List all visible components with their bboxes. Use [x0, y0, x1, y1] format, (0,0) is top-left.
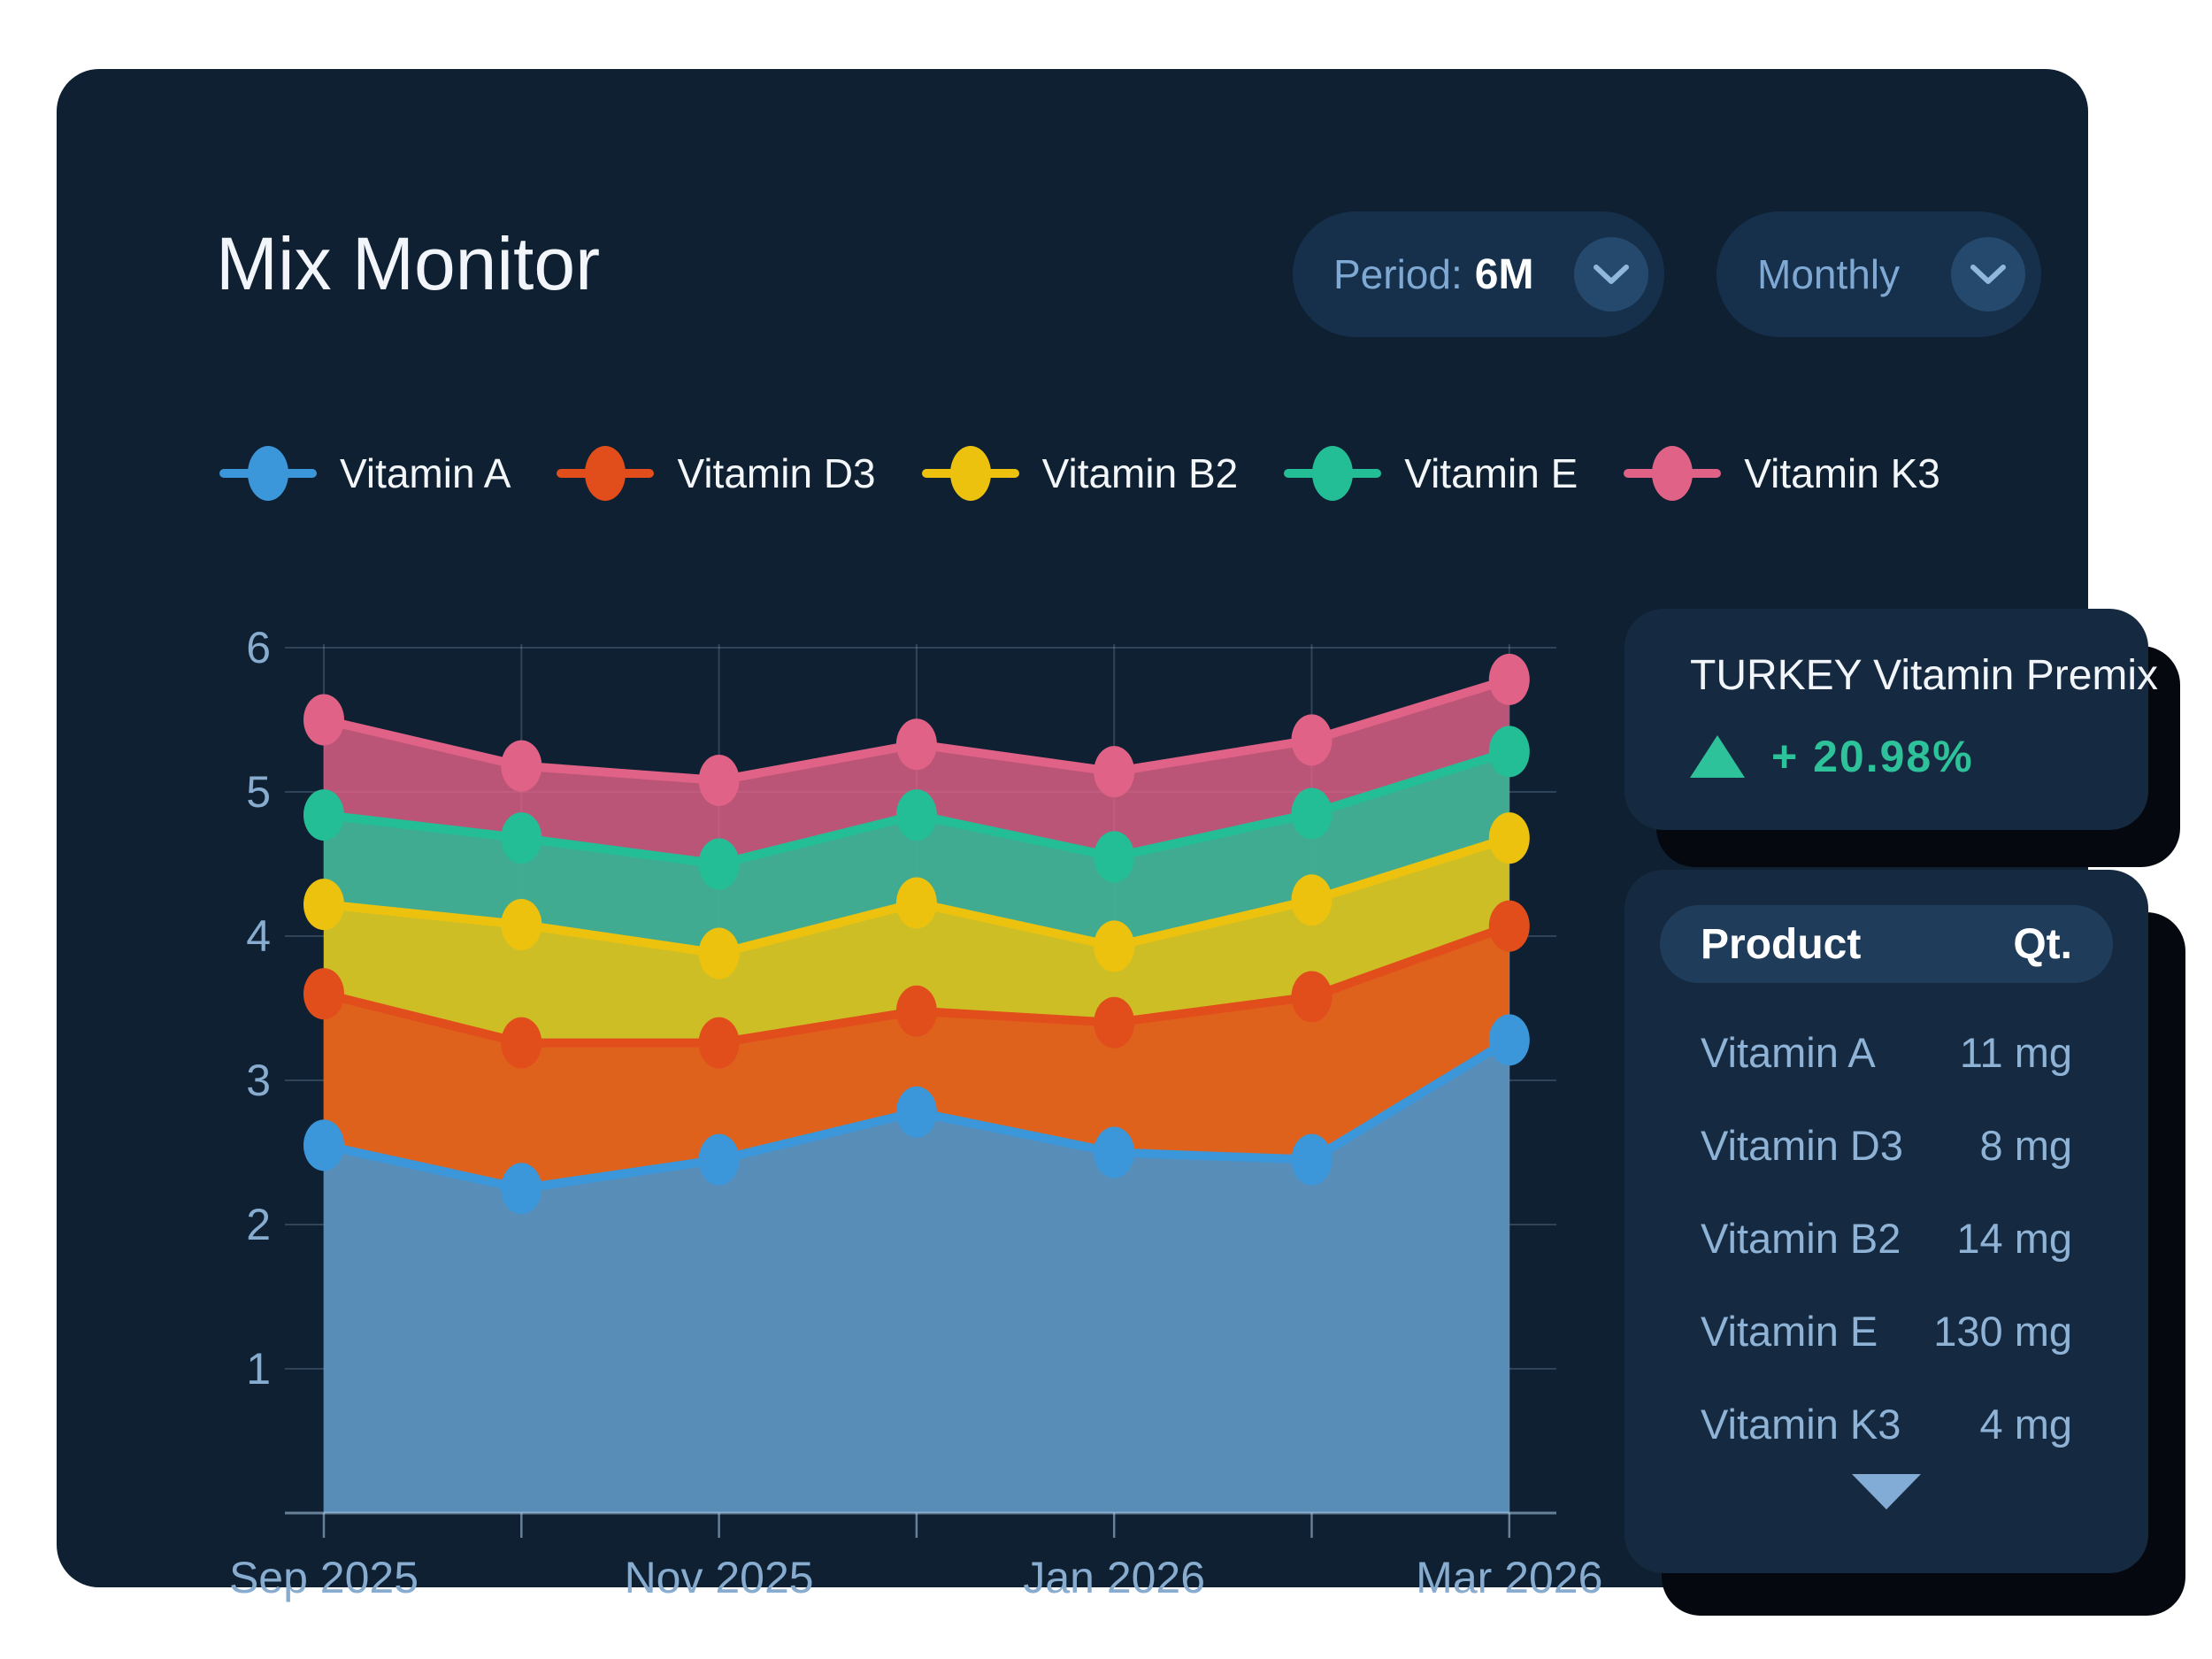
legend-item-vitamin-a[interactable]: Vitamin A [219, 444, 511, 503]
legend-marker-icon [1624, 444, 1722, 503]
chevron-down-circle [1574, 237, 1648, 311]
legend-item-vitamin-d3[interactable]: Vitamin D3 [557, 444, 876, 503]
chevron-down-icon [1594, 265, 1629, 284]
legend-label: Vitamin A [340, 450, 511, 496]
product-name: Vitamin K3 [1701, 1401, 1901, 1448]
summary-change-row: + 20.98% [1690, 731, 1974, 782]
product-qty: 14 mg [1956, 1215, 2072, 1262]
summary-card: TURKEY Vitamin Premix + 20.98% [1624, 609, 2158, 830]
triangle-down-icon [1852, 1474, 1921, 1509]
table-row: Vitamin B2 14 mg [1701, 1192, 2072, 1285]
change-percent: + 20.98% [1771, 732, 1974, 781]
svg-text:Sep 2025: Sep 2025 [229, 1553, 419, 1602]
table-row: Vitamin A 11 mg [1701, 1006, 2072, 1099]
chart-legend: Vitamin A Vitamin D3 Vitamin B2 Vitamin E Vi… [219, 444, 1940, 503]
product-qty: 130 mg [1933, 1308, 2072, 1355]
legend-item-vitamin-k3[interactable]: Vitamin K3 [1624, 444, 1940, 503]
period-dropdown-label: Period: [1333, 251, 1463, 297]
svg-text:1: 1 [246, 1344, 271, 1394]
product-qty: 8 mg [1979, 1122, 2073, 1169]
table-body: Vitamin A 11 mg Vitamin D3 8 mg Vitamin B2 14… [1660, 983, 2113, 1471]
triangle-up-icon [1690, 735, 1745, 778]
period-dropdown-value: 6M [1474, 250, 1534, 298]
legend-marker-icon [219, 444, 317, 503]
legend-item-vitamin-b2[interactable]: Vitamin B2 [921, 444, 1239, 503]
mix-monitor-card: Mix Monitor Period: 6M Monthly Vitamin A… [57, 69, 2158, 1602]
svg-text:3: 3 [246, 1056, 271, 1105]
chevron-down-icon [1970, 265, 2006, 284]
expand-table-button[interactable] [1660, 1474, 2113, 1509]
legend-label: Vitamin D3 [677, 450, 876, 496]
product-name: Vitamin D3 [1701, 1122, 1904, 1169]
legend-marker-icon [1284, 444, 1382, 503]
table-header-product: Product [1701, 920, 1862, 968]
legend-label: Vitamin E [1404, 450, 1578, 496]
svg-text:2: 2 [246, 1200, 271, 1249]
period-dropdown[interactable]: Period: 6M [1293, 211, 1664, 337]
svg-text:4: 4 [246, 911, 271, 961]
legend-marker-icon [557, 444, 655, 503]
legend-label: Vitamin K3 [1744, 450, 1940, 496]
svg-text:Jan 2026: Jan 2026 [1023, 1553, 1205, 1602]
product-qty: 4 mg [1979, 1401, 2073, 1448]
product-name: Vitamin E [1701, 1308, 1878, 1355]
stacked-area-chart-svg: 1 2 3 4 5 6 Sep 2025 Nov 2025 Jan 2026 Mar 2026 [229, 623, 1602, 1602]
svg-text:Mar 2026: Mar 2026 [1416, 1553, 1602, 1602]
table-header: Product Qt. [1660, 905, 2113, 983]
interval-dropdown[interactable]: Monthly [1717, 211, 2041, 337]
interval-dropdown-value: Monthly [1757, 251, 1901, 297]
legend-marker-icon [921, 444, 1019, 503]
table-header-qty: Qt. [2013, 920, 2072, 968]
chevron-down-circle [1951, 237, 2025, 311]
product-name: Vitamin B2 [1701, 1215, 1901, 1262]
product-table-card: Product Qt. Vitamin A 11 mg Vitamin D3 8 mg… [1624, 870, 2148, 1573]
summary-card-title: TURKEY Vitamin Premix [1690, 652, 2159, 699]
table-row: Vitamin D3 8 mg [1701, 1099, 2072, 1192]
stacked-area-chart: 1 2 3 4 5 6 Sep 2025 Nov 2025 Jan 2026 Mar 2026 [189, 582, 1605, 1644]
table-row: Vitamin E 130 mg [1701, 1285, 2072, 1378]
svg-text:Nov 2025: Nov 2025 [625, 1553, 814, 1602]
table-row: Vitamin K3 4 mg [1701, 1378, 2072, 1471]
product-name: Vitamin A [1701, 1029, 1876, 1076]
page-title: Mix Monitor [216, 222, 601, 305]
legend-label: Vitamin B2 [1041, 450, 1239, 496]
legend-item-vitamin-e[interactable]: Vitamin E [1284, 444, 1578, 503]
svg-text:5: 5 [246, 767, 271, 817]
product-qty: 11 mg [1959, 1029, 2072, 1076]
svg-text:6: 6 [246, 623, 271, 672]
